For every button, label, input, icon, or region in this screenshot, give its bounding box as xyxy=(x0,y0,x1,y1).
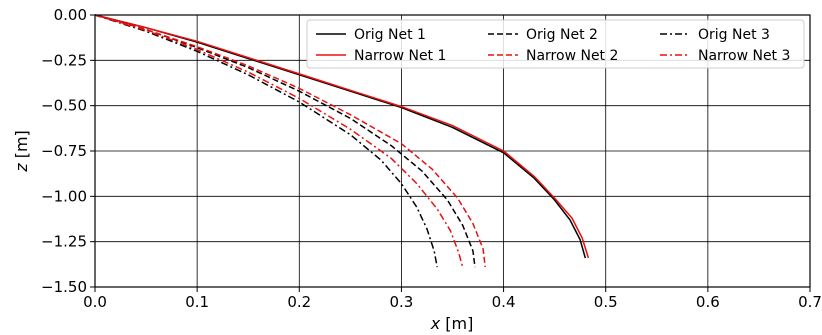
y-axis-label: z [m] xyxy=(12,130,31,173)
legend-entries: Orig Net 1 Narrow Net 1 Orig Net 2 Narrow N… xyxy=(316,27,790,64)
legend-label: Narrow Net 3 xyxy=(698,48,790,64)
legend-label: Narrow Net 2 xyxy=(526,48,618,64)
x-tick-label: 0.6 xyxy=(696,293,720,311)
series-line xyxy=(94,14,464,268)
legend-box xyxy=(306,19,805,69)
legend-label: Narrow Net 1 xyxy=(354,48,446,64)
y-axis-ticks: 0.00 −0.25 −0.50 −0.75 −1.00 −1.25 −1.50 xyxy=(41,6,95,296)
x-axis-label-unit: [m] xyxy=(440,314,473,333)
x-tick-label: 0.4 xyxy=(492,293,516,311)
legend: Orig Net 1 Narrow Net 1 Orig Net 2 Narrow N… xyxy=(306,19,805,69)
series-line xyxy=(94,14,587,259)
x-axis-ticks: 0.0 0.1 0.2 0.3 0.4 0.5 0.6 0.7 xyxy=(83,287,822,311)
series-line xyxy=(94,14,438,268)
x-tick-label: 0.2 xyxy=(287,293,311,311)
y-axis-label-unit: [m] xyxy=(12,130,31,163)
y-tick-label: 0.00 xyxy=(54,6,87,24)
series-line xyxy=(94,14,476,268)
plot-series xyxy=(94,14,590,268)
x-tick-label: 0.1 xyxy=(185,293,209,311)
legend-label: Orig Net 3 xyxy=(698,27,770,43)
x-tick-label: 0.3 xyxy=(389,293,413,311)
x-axis-label: x [m] xyxy=(430,314,474,333)
y-tick-label: −1.50 xyxy=(41,278,87,296)
x-tick-label: 0.7 xyxy=(798,293,822,311)
series-line xyxy=(94,14,590,259)
y-tick-label: −1.25 xyxy=(41,233,87,251)
legend-label: Orig Net 2 xyxy=(526,27,598,43)
y-tick-label: −0.25 xyxy=(41,51,87,69)
x-tick-label: 0.0 xyxy=(83,293,107,311)
y-axis-label-var: z xyxy=(12,163,31,173)
y-tick-label: −1.00 xyxy=(41,187,87,205)
x-axis-label-var: x xyxy=(430,314,441,333)
y-tick-label: −0.75 xyxy=(41,142,87,160)
plot-frame xyxy=(94,14,811,288)
series-line xyxy=(94,14,486,268)
y-tick-label: −0.50 xyxy=(41,97,87,115)
x-tick-label: 0.5 xyxy=(594,293,618,311)
legend-label: Orig Net 1 xyxy=(354,27,426,43)
